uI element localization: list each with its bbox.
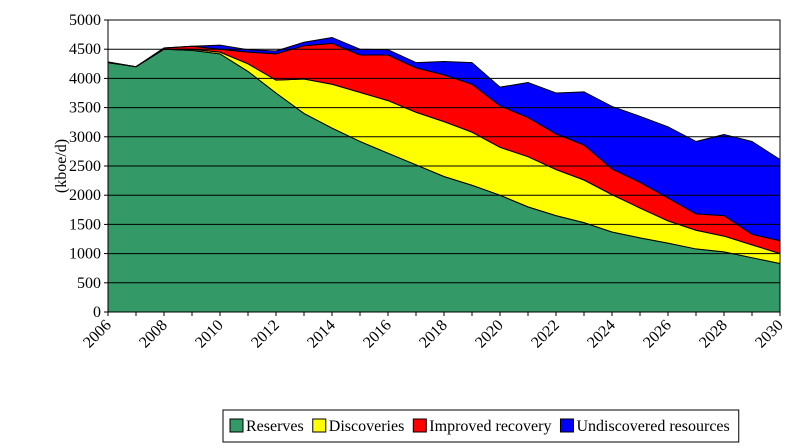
y-tick-label: 5000 [69, 12, 101, 29]
legend-swatch [229, 418, 244, 433]
x-tick-label: 2006 [80, 317, 115, 352]
y-tick-label: 3000 [69, 129, 101, 146]
legend: Reserves Discoveries Improved recovery Undi… [222, 409, 740, 443]
x-tick-label: 2024 [584, 317, 619, 352]
y-tick-label: 2500 [69, 158, 101, 175]
y-tick-label: 500 [77, 275, 101, 292]
legend-swatch [559, 418, 574, 433]
x-tick-label: 2010 [192, 317, 227, 352]
legend-label: Discoveries [329, 418, 405, 435]
x-tick-label: 2018 [416, 317, 451, 352]
y-axis-title: (kboe/d) [53, 139, 70, 193]
legend-label: Undiscovered resources [576, 418, 729, 435]
legend-label: Reserves [246, 418, 304, 435]
y-tick-label: 2000 [69, 187, 101, 204]
legend-swatch [412, 418, 427, 433]
y-tick-label: 1000 [69, 246, 101, 263]
x-tick-label: 2012 [248, 317, 283, 352]
x-tick-label: 2030 [752, 317, 787, 352]
y-tick-label: 4000 [69, 70, 101, 87]
y-tick-label: 0 [93, 304, 101, 321]
x-tick-label: 2026 [640, 317, 675, 352]
x-tick-label: 2020 [472, 317, 507, 352]
y-tick-label: 4500 [69, 41, 101, 58]
y-tick-label: 1500 [69, 216, 101, 233]
x-tick-label: 2008 [136, 317, 171, 352]
legend-box [222, 409, 740, 443]
x-tick-label: 2028 [696, 317, 731, 352]
y-tick-label: 3500 [69, 100, 101, 117]
legend-label: Improved recovery [429, 418, 551, 435]
x-tick-label: 2014 [304, 317, 339, 352]
x-tick-label: 2016 [360, 317, 395, 352]
legend-swatch [312, 418, 327, 433]
x-tick-label: 2022 [528, 317, 563, 352]
